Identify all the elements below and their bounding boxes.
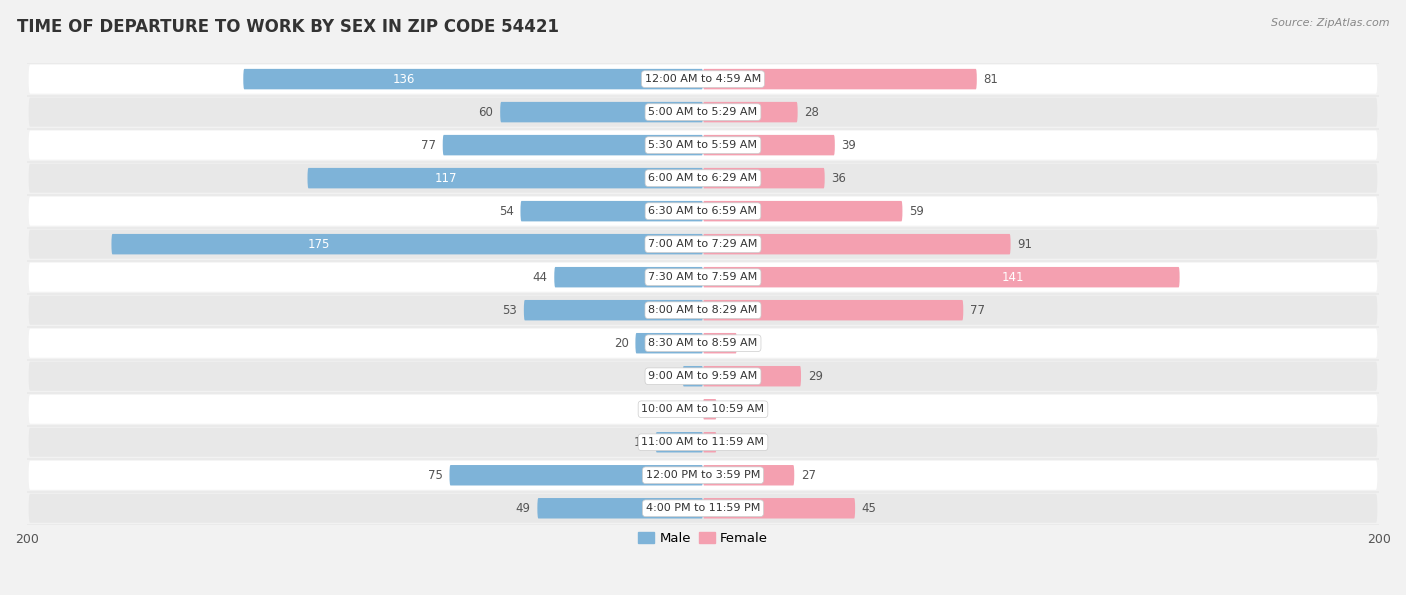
FancyBboxPatch shape [28, 362, 1378, 391]
Legend: Male, Female: Male, Female [633, 527, 773, 550]
FancyBboxPatch shape [28, 131, 1378, 159]
FancyBboxPatch shape [655, 432, 703, 452]
FancyBboxPatch shape [703, 267, 1180, 287]
FancyBboxPatch shape [703, 135, 835, 155]
FancyBboxPatch shape [28, 98, 1378, 127]
Text: 29: 29 [808, 369, 823, 383]
Text: 6:00 AM to 6:29 AM: 6:00 AM to 6:29 AM [648, 173, 758, 183]
Text: 12:00 PM to 3:59 PM: 12:00 PM to 3:59 PM [645, 470, 761, 480]
Text: 53: 53 [502, 303, 517, 317]
FancyBboxPatch shape [703, 399, 717, 419]
FancyBboxPatch shape [703, 102, 797, 123]
Text: Source: ZipAtlas.com: Source: ZipAtlas.com [1271, 18, 1389, 28]
FancyBboxPatch shape [28, 461, 1378, 490]
Text: 75: 75 [427, 469, 443, 482]
FancyBboxPatch shape [28, 494, 1378, 523]
FancyBboxPatch shape [703, 432, 717, 452]
FancyBboxPatch shape [703, 201, 903, 221]
FancyBboxPatch shape [28, 65, 1378, 93]
Text: 14: 14 [634, 436, 650, 449]
Text: 4: 4 [723, 403, 731, 416]
Text: 5:30 AM to 5:59 AM: 5:30 AM to 5:59 AM [648, 140, 758, 150]
Text: 49: 49 [516, 502, 530, 515]
Text: 8:00 AM to 8:29 AM: 8:00 AM to 8:29 AM [648, 305, 758, 315]
Text: 10:00 AM to 10:59 AM: 10:00 AM to 10:59 AM [641, 404, 765, 414]
Text: 81: 81 [984, 73, 998, 86]
FancyBboxPatch shape [443, 135, 703, 155]
Text: 27: 27 [801, 469, 815, 482]
Text: 5:00 AM to 5:29 AM: 5:00 AM to 5:29 AM [648, 107, 758, 117]
FancyBboxPatch shape [537, 498, 703, 518]
Text: 136: 136 [394, 73, 415, 86]
Text: 20: 20 [614, 337, 628, 350]
FancyBboxPatch shape [703, 300, 963, 321]
Text: 91: 91 [1018, 237, 1032, 250]
FancyBboxPatch shape [703, 69, 977, 89]
FancyBboxPatch shape [308, 168, 703, 189]
FancyBboxPatch shape [28, 394, 1378, 424]
FancyBboxPatch shape [683, 366, 703, 387]
Text: 36: 36 [831, 171, 846, 184]
FancyBboxPatch shape [524, 300, 703, 321]
FancyBboxPatch shape [501, 102, 703, 123]
FancyBboxPatch shape [703, 498, 855, 518]
Text: 11:00 AM to 11:59 AM: 11:00 AM to 11:59 AM [641, 437, 765, 447]
FancyBboxPatch shape [703, 465, 794, 486]
Text: 12:00 AM to 4:59 AM: 12:00 AM to 4:59 AM [645, 74, 761, 84]
Text: 0: 0 [689, 403, 696, 416]
Text: 44: 44 [533, 271, 547, 284]
Text: 77: 77 [970, 303, 986, 317]
FancyBboxPatch shape [243, 69, 703, 89]
FancyBboxPatch shape [703, 234, 1011, 255]
Text: 45: 45 [862, 502, 877, 515]
FancyBboxPatch shape [28, 262, 1378, 292]
FancyBboxPatch shape [28, 296, 1378, 325]
Text: 175: 175 [308, 237, 329, 250]
Text: TIME OF DEPARTURE TO WORK BY SEX IN ZIP CODE 54421: TIME OF DEPARTURE TO WORK BY SEX IN ZIP … [17, 18, 558, 36]
Text: 117: 117 [434, 171, 457, 184]
Text: 141: 141 [1001, 271, 1024, 284]
Text: 7:30 AM to 7:59 AM: 7:30 AM to 7:59 AM [648, 272, 758, 282]
FancyBboxPatch shape [28, 428, 1378, 457]
Text: 10: 10 [744, 337, 758, 350]
FancyBboxPatch shape [703, 333, 737, 353]
FancyBboxPatch shape [450, 465, 703, 486]
FancyBboxPatch shape [111, 234, 703, 255]
Text: 7:00 AM to 7:29 AM: 7:00 AM to 7:29 AM [648, 239, 758, 249]
FancyBboxPatch shape [28, 164, 1378, 193]
Text: 4:00 PM to 11:59 PM: 4:00 PM to 11:59 PM [645, 503, 761, 513]
Text: 59: 59 [910, 205, 924, 218]
FancyBboxPatch shape [703, 168, 825, 189]
FancyBboxPatch shape [520, 201, 703, 221]
FancyBboxPatch shape [703, 366, 801, 387]
Text: 9:00 AM to 9:59 AM: 9:00 AM to 9:59 AM [648, 371, 758, 381]
Text: 77: 77 [420, 139, 436, 152]
Text: 6:30 AM to 6:59 AM: 6:30 AM to 6:59 AM [648, 206, 758, 216]
FancyBboxPatch shape [636, 333, 703, 353]
FancyBboxPatch shape [28, 196, 1378, 226]
Text: 54: 54 [499, 205, 513, 218]
FancyBboxPatch shape [28, 230, 1378, 259]
Text: 6: 6 [668, 369, 676, 383]
Text: 4: 4 [723, 436, 731, 449]
Text: 39: 39 [842, 139, 856, 152]
Text: 28: 28 [804, 106, 820, 118]
FancyBboxPatch shape [28, 328, 1378, 358]
Text: 8:30 AM to 8:59 AM: 8:30 AM to 8:59 AM [648, 338, 758, 348]
FancyBboxPatch shape [554, 267, 703, 287]
Text: 60: 60 [478, 106, 494, 118]
